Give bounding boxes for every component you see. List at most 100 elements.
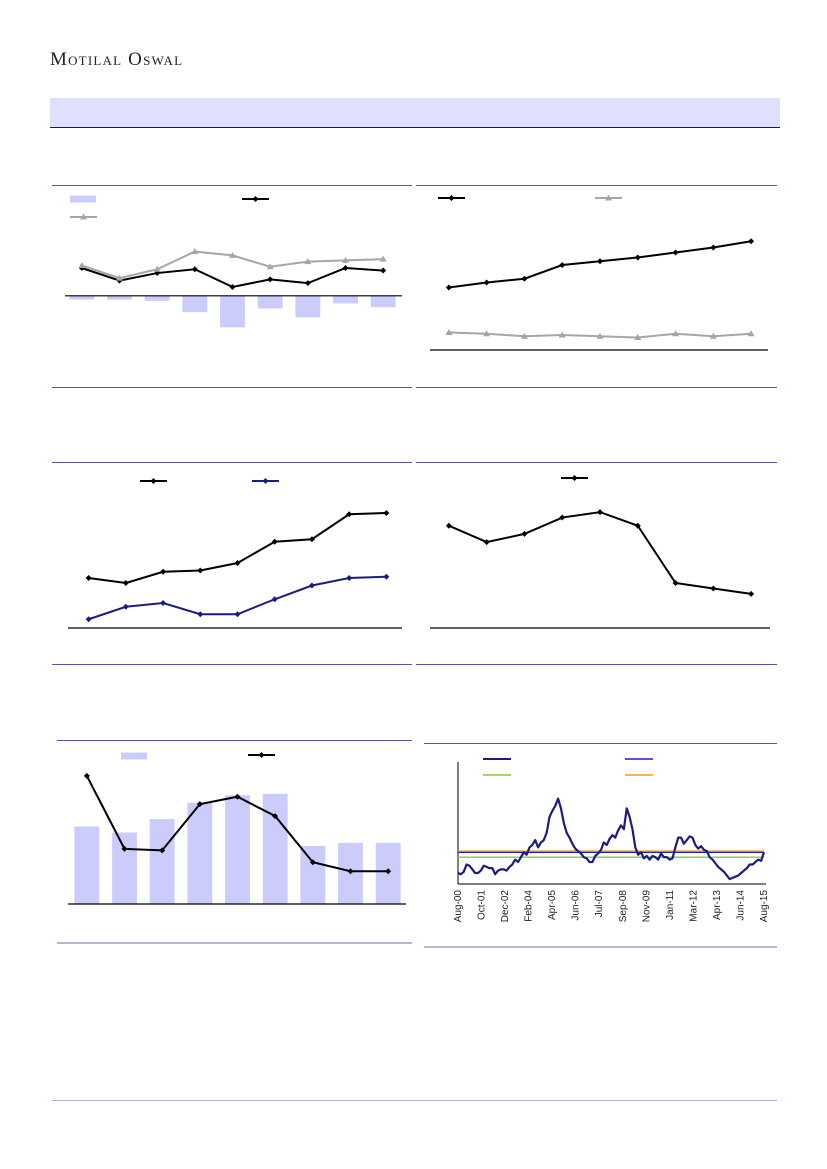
data-point — [272, 813, 279, 820]
legend-swatch — [70, 195, 96, 203]
data-point — [445, 329, 453, 335]
x-tick-label: Aug-00 — [453, 890, 464, 923]
data-point — [385, 868, 392, 875]
data-point — [266, 263, 274, 270]
data-point — [379, 255, 387, 262]
legend-marker — [258, 752, 265, 758]
data-point — [191, 266, 198, 273]
bar — [74, 826, 100, 904]
data-point — [380, 267, 387, 274]
chart-1 — [65, 195, 402, 328]
panel-rule-bottom — [57, 942, 412, 944]
panel-rule — [424, 743, 777, 744]
data-point — [78, 261, 86, 268]
panel-rule — [416, 185, 777, 186]
data-point — [159, 847, 166, 854]
x-tick-label: Apr-13 — [712, 890, 723, 920]
data-point — [596, 332, 604, 339]
legend-marker — [252, 196, 259, 202]
data-point — [234, 611, 241, 618]
legend-marker — [150, 478, 157, 484]
chart-5 — [68, 752, 406, 905]
data-point — [229, 283, 236, 290]
data-point — [122, 603, 129, 610]
data-point — [521, 530, 528, 537]
data-point — [153, 265, 161, 272]
bar — [187, 802, 213, 904]
data-point — [672, 580, 679, 586]
bar — [295, 295, 321, 318]
data-point — [267, 276, 274, 283]
data-point — [383, 510, 390, 516]
bar — [257, 295, 283, 309]
data-point — [160, 568, 167, 575]
data-point — [483, 539, 490, 546]
legend-marker — [80, 213, 87, 220]
data-point — [483, 330, 491, 337]
data-point — [558, 331, 566, 338]
bar — [370, 295, 396, 308]
data-point — [196, 801, 203, 808]
legend-marker — [448, 195, 455, 201]
data-point — [271, 596, 278, 603]
data-point — [160, 600, 167, 606]
data-point — [347, 868, 354, 875]
x-tick-label: Sep-08 — [618, 890, 629, 923]
x-tick-label: Mar-12 — [688, 890, 699, 922]
panel-rule — [52, 387, 412, 388]
chart-3 — [68, 478, 402, 629]
data-point — [710, 585, 717, 592]
data-point — [308, 582, 315, 589]
legend-marker — [571, 475, 578, 481]
data-point — [85, 616, 92, 623]
bar — [149, 819, 175, 904]
data-point — [383, 573, 390, 580]
x-tick-label: Apr-05 — [547, 890, 558, 920]
data-point — [346, 575, 353, 581]
data-point — [634, 522, 641, 529]
x-tick-label: Dec-02 — [500, 890, 511, 923]
data-point — [520, 332, 528, 339]
chart-4 — [430, 475, 770, 629]
data-point — [234, 793, 241, 800]
brand-logo: Motilal Oswal — [50, 49, 184, 70]
x-tick-label: Jul-07 — [594, 890, 605, 918]
x-tick-label: Jan-11 — [665, 890, 676, 920]
data-point — [709, 332, 717, 339]
chart-2 — [430, 194, 768, 351]
bar — [69, 295, 95, 300]
data-point — [748, 238, 755, 245]
data-point — [234, 560, 241, 566]
bar — [333, 295, 358, 304]
bar — [300, 845, 326, 904]
panel-rule-bottom — [424, 946, 777, 948]
data-point — [521, 275, 528, 282]
data-point — [85, 575, 92, 581]
series-line — [448, 511, 752, 595]
data-point — [634, 334, 642, 340]
data-point — [308, 536, 315, 543]
legend-marker — [605, 194, 612, 201]
bar — [220, 295, 245, 328]
x-tick-label: Feb-04 — [524, 890, 535, 922]
data-point — [121, 845, 128, 852]
panel-rule — [52, 664, 412, 665]
footer-rule — [52, 1100, 777, 1101]
data-point — [122, 580, 129, 586]
panel-rule — [52, 185, 412, 186]
x-tick-label: Aug-15 — [759, 890, 770, 923]
bar — [182, 295, 208, 313]
data-point — [672, 330, 680, 337]
data-point — [445, 522, 452, 529]
data-point — [304, 280, 311, 287]
data-point — [597, 258, 603, 265]
data-point — [597, 509, 603, 516]
bar — [225, 795, 250, 904]
x-tick-label: Nov-09 — [641, 890, 652, 923]
data-point — [748, 590, 755, 597]
panel-rule — [57, 740, 412, 741]
chart-6: Aug-00 Oct-01 Dec-02 Feb-04 Apr-05 Jun-06 Jul-… — [453, 758, 770, 923]
data-point — [197, 611, 204, 618]
bar — [112, 832, 137, 904]
data-point — [559, 514, 566, 521]
